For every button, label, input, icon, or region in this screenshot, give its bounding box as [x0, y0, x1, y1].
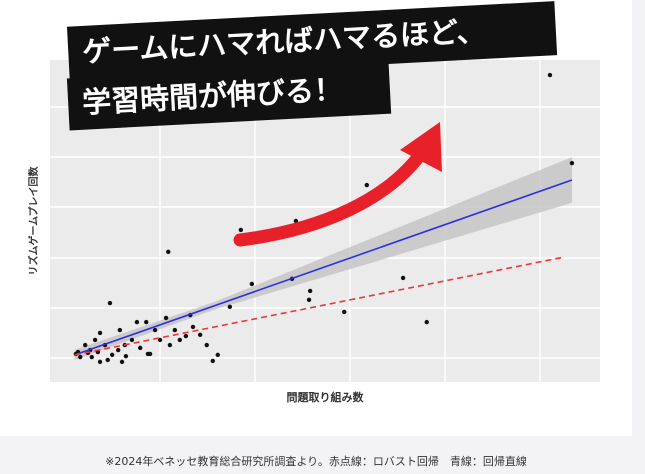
point	[569, 160, 575, 166]
point	[97, 330, 103, 336]
banner-box	[66, 61, 392, 131]
point	[210, 358, 215, 364]
point	[107, 300, 113, 306]
confidence-band	[74, 157, 572, 360]
point	[116, 347, 121, 353]
point	[97, 359, 103, 365]
point	[197, 332, 203, 338]
point	[172, 327, 178, 333]
point	[215, 352, 220, 358]
point	[238, 227, 244, 233]
point	[163, 315, 169, 321]
point	[109, 352, 115, 358]
point	[123, 353, 129, 359]
arrow	[233, 141, 432, 247]
point	[293, 218, 299, 224]
point	[83, 342, 88, 348]
point	[134, 319, 140, 325]
point	[400, 275, 406, 281]
marks	[73, 72, 575, 365]
point	[177, 337, 182, 343]
point	[117, 327, 123, 333]
banner: ゲームにハマればハマるほど、	[66, 1, 558, 81]
regression-line	[74, 256, 565, 356]
point	[342, 309, 347, 315]
point	[152, 327, 158, 333]
regression-line	[74, 179, 573, 356]
point	[78, 354, 83, 360]
point	[306, 297, 312, 303]
point	[92, 337, 98, 343]
point	[183, 333, 189, 339]
point	[204, 342, 209, 348]
point	[119, 359, 125, 365]
point	[147, 351, 153, 357]
point	[227, 304, 233, 310]
point	[424, 319, 429, 325]
point	[364, 182, 369, 188]
point	[249, 281, 255, 287]
point	[105, 357, 110, 363]
banner-box	[66, 1, 558, 81]
banner: 学習時間が伸びる！	[66, 61, 392, 131]
arrow-head	[400, 122, 442, 172]
caption: ※2024年ベネッセ教育総合研究所調査より。赤点線：ロバスト回帰 青線：回帰直線	[105, 454, 527, 468]
point	[129, 337, 135, 343]
x-axis-label: 問題取り組み数	[287, 390, 365, 404]
point	[547, 72, 553, 78]
point	[144, 319, 149, 325]
point	[190, 324, 196, 330]
point	[167, 342, 173, 348]
point	[307, 288, 313, 294]
y-axis-label: リズムゲームプレイ回数	[27, 165, 40, 275]
point	[89, 354, 95, 360]
point	[166, 249, 171, 255]
point	[138, 345, 143, 351]
